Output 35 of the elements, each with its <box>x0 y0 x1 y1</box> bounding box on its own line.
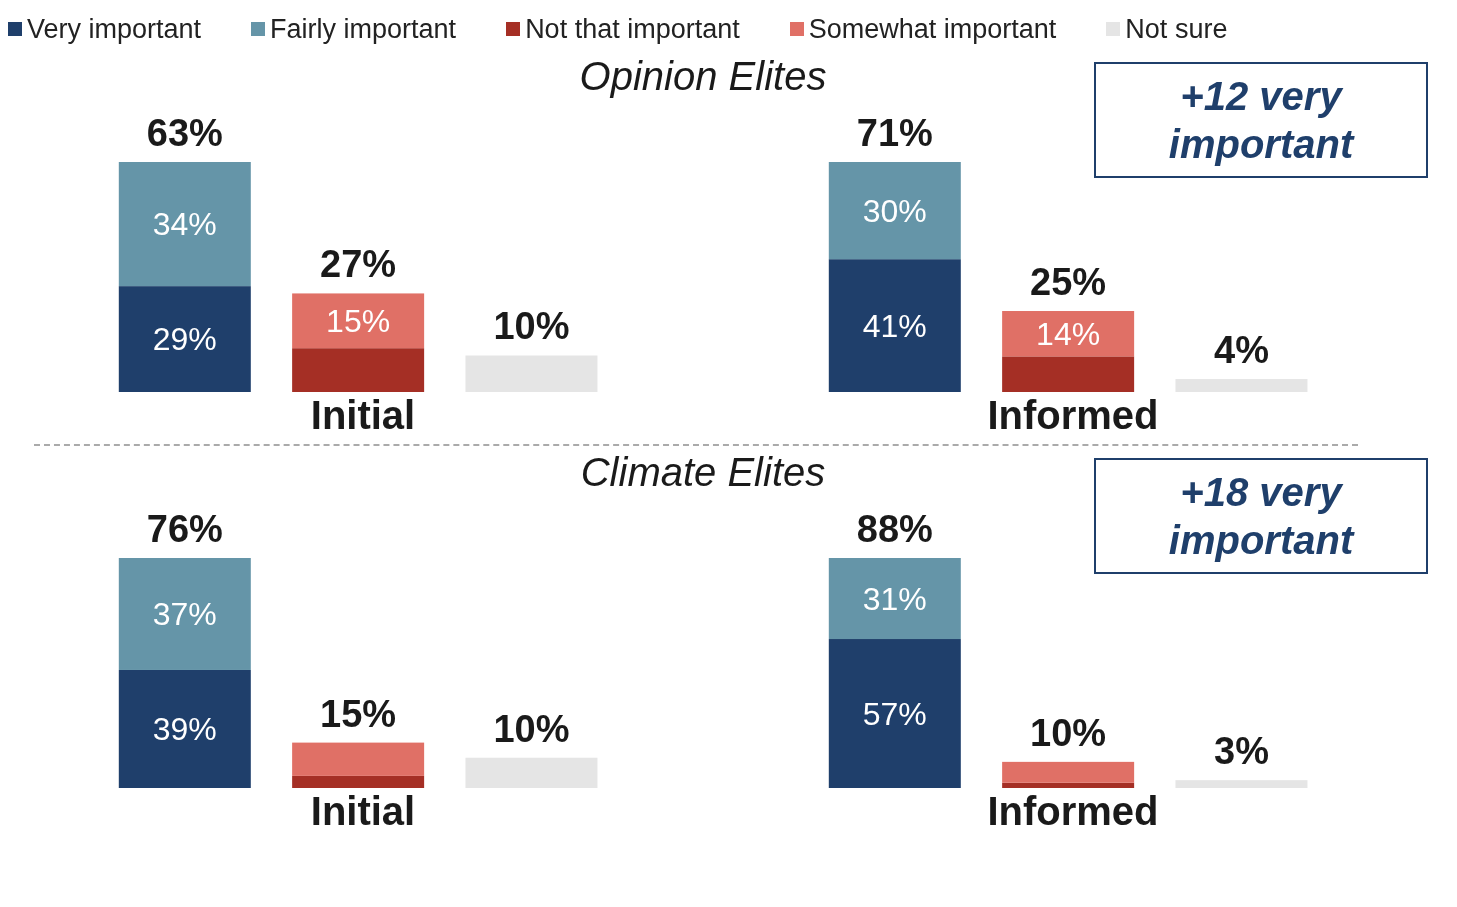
total-label: 10% <box>1030 711 1107 754</box>
legend-label: Not sure <box>1125 13 1228 45</box>
total-label: 25% <box>1030 261 1107 304</box>
legend-label: Very important <box>27 13 202 45</box>
annotation: +18 very important <box>1094 458 1428 574</box>
x-axis-title: Informed <box>986 788 1160 834</box>
legend-label: Fairly important <box>270 13 457 45</box>
legend-label: Not that important <box>525 13 740 45</box>
total-label: 88% <box>856 508 933 550</box>
data-label: 37% <box>152 596 217 633</box>
data-label: 31% <box>862 580 927 617</box>
total-label: 4% <box>1214 329 1269 372</box>
data-label: 29% <box>152 321 217 358</box>
total-label: 10% <box>493 707 570 750</box>
annotation: +12 very important <box>1094 62 1428 178</box>
total-label: 76% <box>146 508 223 550</box>
text: Opinion Elites <box>579 54 827 98</box>
x-axis-title: Initial <box>309 392 417 438</box>
total-label: 3% <box>1214 730 1269 773</box>
data-label: 57% <box>862 695 927 732</box>
total-label: 71% <box>856 112 933 154</box>
data-label: 34% <box>152 206 217 243</box>
total-label: 27% <box>320 243 397 286</box>
total-label: 10% <box>493 305 570 348</box>
data-label: 41% <box>862 307 927 344</box>
legend-label: Somewhat important <box>808 13 1057 45</box>
data-label: 14% <box>1036 315 1101 352</box>
total-label: 15% <box>320 692 397 735</box>
x-axis-title: Informed <box>986 392 1160 438</box>
data-label: 30% <box>862 192 927 229</box>
total-label: 63% <box>146 112 223 154</box>
text: Climate Elites <box>580 450 826 494</box>
data-label: 39% <box>152 711 217 748</box>
data-label: 15% <box>326 303 391 340</box>
x-axis-title: Initial <box>309 788 417 834</box>
